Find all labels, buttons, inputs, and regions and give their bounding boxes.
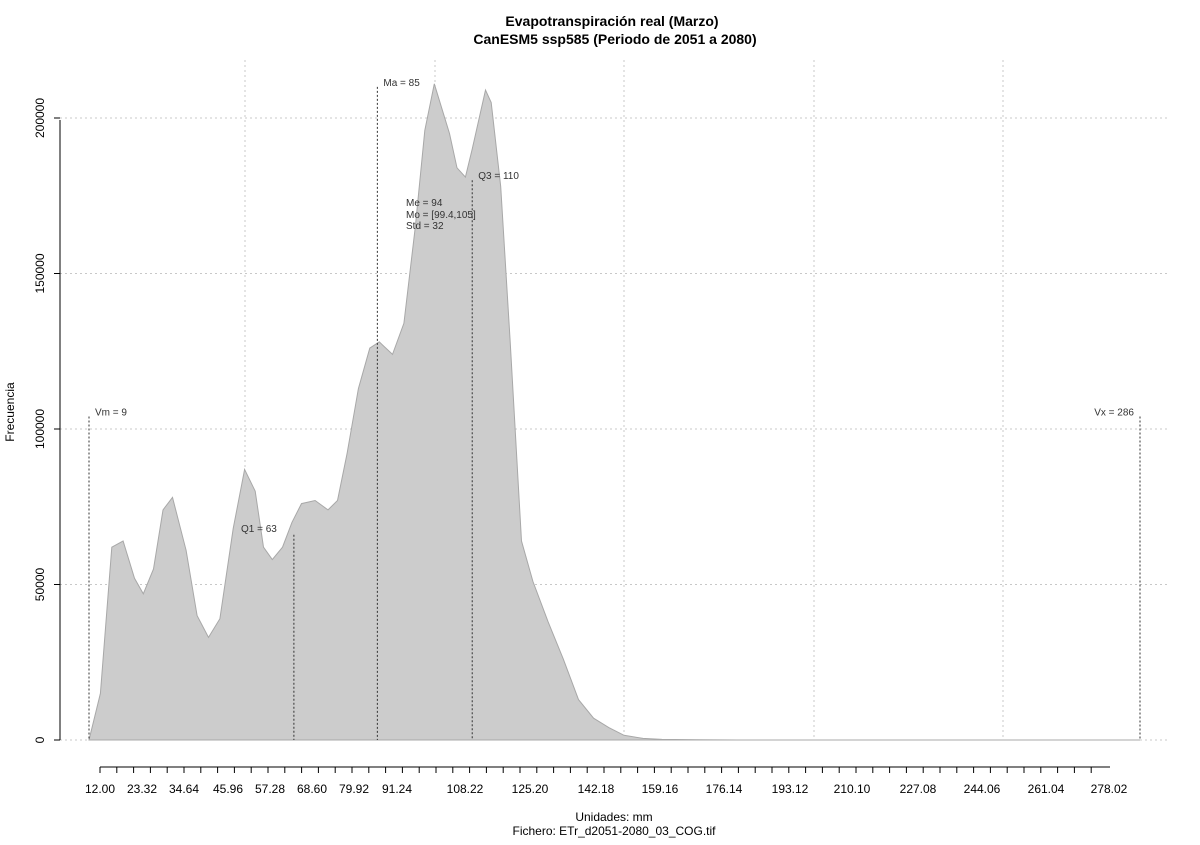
x-tick-label: 193.12 — [772, 782, 809, 796]
stat-mode: Mo = [99.4,105] — [406, 210, 476, 221]
x-tick-label: 45.96 — [213, 782, 243, 796]
density-area — [88, 83, 1140, 741]
density-fill — [88, 83, 1140, 741]
chart-subtitle: CanESM5 ssp585 (Periodo de 2051 a 2080) — [473, 31, 756, 47]
y-tick-label: 50000 — [33, 567, 47, 601]
x-tick-label: 91.24 — [382, 782, 412, 796]
x-tick-label: 159.16 — [642, 782, 679, 796]
y-axis: 0 50000 100000 150000 200000 — [33, 98, 61, 743]
x-tick-label: 12.00 — [85, 782, 115, 796]
x-tick-label: 68.60 — [297, 782, 327, 796]
x-axis: 12.00 23.32 34.64 45.96 57.28 68.60 79.92 91.24… — [85, 766, 1128, 796]
stats-annotation: Me = 94 Mo = [99.4,105] Std = 32 — [406, 198, 476, 232]
x-tick-label: 125.20 — [512, 782, 549, 796]
x-tick-label: 227.08 — [900, 782, 937, 796]
x-tick-label: 23.32 — [127, 782, 157, 796]
marker-label: Q1 = 63 — [241, 524, 277, 535]
marker-label: Vx = 286 — [1094, 408, 1134, 419]
y-axis-label: Frecuencia — [3, 382, 17, 442]
x-tick-label: 278.02 — [1091, 782, 1128, 796]
statistic-markers: Vm = 9 Q1 = 63 Ma = 85 Q3 = 110 Vx = 286 — [88, 78, 1141, 740]
chart-title: Evapotranspiración real (Marzo) — [505, 13, 718, 29]
stat-std: Std = 32 — [406, 221, 444, 232]
x-tick-label: 34.64 — [169, 782, 199, 796]
x-axis-label: Unidades: mm — [575, 810, 652, 824]
x-tick-label: 79.92 — [339, 782, 369, 796]
x-tick-label: 210.10 — [834, 782, 871, 796]
file-caption: Fichero: ETr_d2051-2080_03_COG.tif — [513, 824, 717, 838]
x-tick-label: 244.06 — [964, 782, 1001, 796]
y-tick-label: 0 — [33, 736, 47, 743]
x-tick-label: 142.18 — [578, 782, 615, 796]
marker-label: Q3 = 110 — [478, 171, 519, 182]
stat-median: Me = 94 — [406, 198, 443, 209]
x-tick-label: 108.22 — [447, 782, 484, 796]
marker-label: Vm = 9 — [95, 408, 127, 419]
x-tick-label: 261.04 — [1028, 782, 1065, 796]
y-tick-label: 150000 — [33, 253, 47, 293]
y-tick-label: 200000 — [33, 98, 47, 138]
marker-label: Ma = 85 — [383, 78, 420, 89]
y-tick-label: 100000 — [33, 409, 47, 449]
x-tick-label: 176.14 — [706, 782, 743, 796]
x-tick-label: 57.28 — [255, 782, 285, 796]
